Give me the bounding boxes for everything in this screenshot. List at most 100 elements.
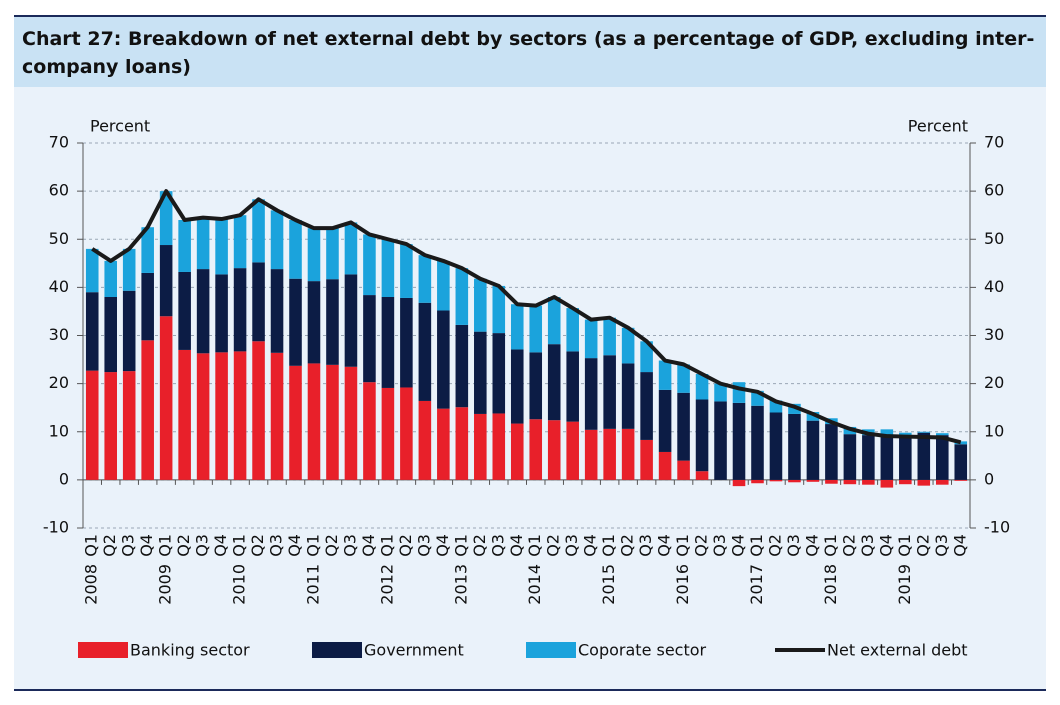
bar: [714, 383, 727, 402]
year-label: 2008: [82, 564, 101, 605]
bar: [141, 227, 154, 273]
bar: [400, 244, 413, 298]
year-label: 2013: [451, 564, 470, 605]
y-tick-label: 70: [49, 133, 69, 152]
bar: [270, 269, 284, 353]
bar: [566, 351, 579, 422]
y2-tick-label: 0: [984, 469, 994, 488]
bar: [825, 479, 838, 484]
bar: [437, 310, 450, 409]
year-label: 2014: [525, 564, 544, 605]
bar: [899, 435, 912, 480]
bar: [141, 272, 154, 341]
bar: [843, 479, 857, 485]
x-tick-label: Q4: [802, 534, 821, 557]
x-tick-label: Q1: [303, 534, 322, 557]
bar: [510, 349, 524, 424]
bar: [85, 248, 99, 293]
bar: [196, 217, 210, 270]
legend-swatch: [312, 642, 362, 658]
x-tick-label: Q3: [414, 534, 433, 557]
y-tick-label: 0: [59, 469, 69, 488]
bar: [122, 371, 136, 480]
x-tick-label: Q1: [230, 534, 249, 557]
bar: [178, 220, 191, 272]
x-tick-label: Q4: [507, 534, 526, 557]
bar: [400, 387, 413, 480]
bar: [862, 435, 875, 480]
x-tick-label: Q1: [82, 534, 101, 557]
bar: [381, 297, 395, 388]
bar: [621, 363, 635, 429]
y-tick-label: 30: [49, 325, 69, 344]
bar: [935, 433, 949, 436]
bar: [344, 366, 358, 480]
bar: [751, 479, 764, 484]
y-axis-label: Percent: [90, 117, 150, 136]
bar: [104, 260, 118, 297]
legend-swatch: [526, 642, 576, 658]
bar: [474, 278, 487, 332]
bar: [474, 413, 487, 480]
bar: [584, 358, 598, 430]
bar: [270, 352, 284, 480]
bar: [788, 403, 801, 414]
y2-tick-label: 70: [984, 133, 1004, 152]
bar: [418, 302, 432, 401]
bar: [252, 262, 265, 342]
bar: [252, 341, 265, 480]
x-tick-label: Q1: [525, 534, 544, 557]
x-tick-label: Q4: [655, 534, 674, 557]
legend-label: Banking sector: [130, 641, 250, 660]
x-tick-label: Q2: [765, 534, 784, 557]
bar: [935, 435, 949, 480]
bar: [455, 324, 469, 408]
bar: [215, 352, 228, 480]
bar: [363, 382, 376, 480]
bar: [418, 255, 432, 303]
bar: [307, 281, 321, 364]
bar: [104, 297, 118, 373]
bar: [85, 370, 99, 480]
x-tick-label: Q2: [322, 534, 341, 557]
y2-tick-label: -10: [984, 518, 1010, 537]
bar: [252, 199, 265, 263]
bar: [862, 479, 875, 485]
legend-label: Net external debt: [827, 641, 968, 660]
y2-tick-label: 20: [984, 373, 1004, 392]
year-label: 2009: [156, 564, 175, 605]
x-tick-label: Q1: [599, 534, 618, 557]
x-tick-label: Q2: [692, 534, 711, 557]
bar: [899, 479, 912, 485]
bar: [326, 364, 339, 480]
legend-swatch: [78, 642, 128, 658]
year-label: 2012: [377, 564, 396, 605]
bar: [159, 191, 173, 246]
year-label: 2019: [895, 564, 914, 605]
x-tick-label: Q3: [932, 534, 951, 557]
bar: [899, 432, 912, 436]
year-label: 2010: [230, 564, 249, 605]
bar: [307, 363, 321, 480]
bar: [344, 222, 358, 275]
x-tick-label: Q3: [340, 534, 359, 557]
bar: [344, 274, 358, 367]
bar: [603, 355, 616, 429]
x-tick-label: Q4: [729, 534, 748, 557]
bar: [880, 429, 894, 437]
bar: [122, 290, 136, 372]
x-tick-label: Q1: [747, 534, 766, 557]
y-tick-label: 10: [49, 421, 69, 440]
bar: [621, 428, 635, 480]
x-tick-label: Q4: [211, 534, 230, 557]
bar: [825, 424, 838, 480]
bar: [547, 297, 561, 345]
x-tick-label: Q4: [359, 534, 378, 557]
x-tick-label: Q4: [433, 534, 452, 557]
bar: [547, 420, 561, 480]
bar: [806, 479, 820, 482]
y2-tick-label: 40: [984, 277, 1004, 296]
bar: [510, 423, 524, 480]
bar: [751, 405, 764, 480]
